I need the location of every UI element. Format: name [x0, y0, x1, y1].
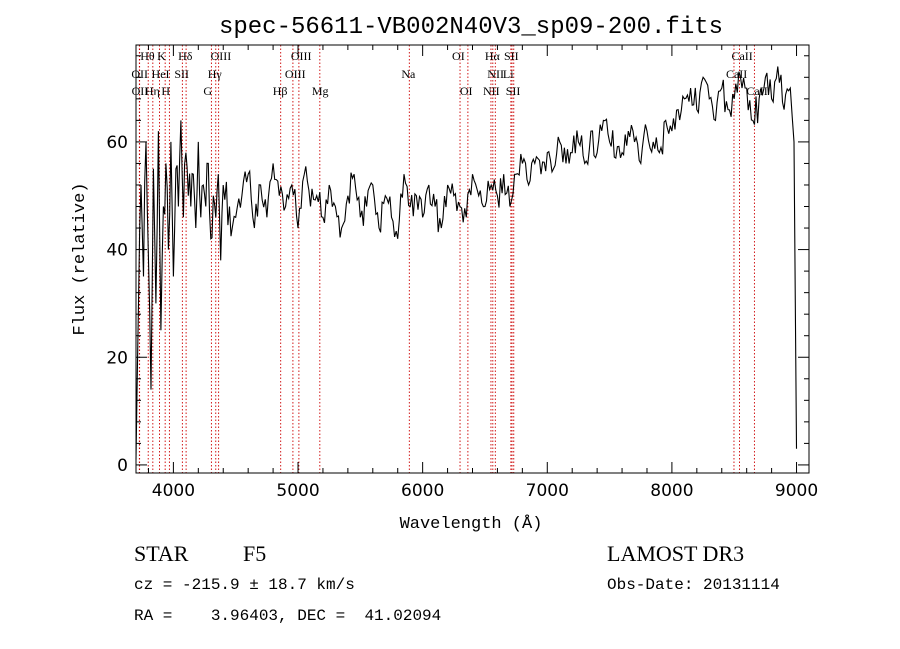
coordinates-text: RA = 3.96403, DEC = 41.02094: [134, 607, 441, 625]
spectral-line-label: CaII: [731, 49, 752, 63]
x-tick-label: 6000: [401, 481, 444, 501]
x-axis-label: Wavelength (Å): [400, 515, 543, 534]
x-tick-label: 7000: [526, 481, 569, 501]
y-tick-label: 60: [106, 133, 128, 153]
x-tick-label: 8000: [650, 481, 693, 501]
y-tick-label: 40: [106, 241, 128, 261]
spectral-line-label: NII: [483, 84, 500, 98]
spectral-line-label: G: [203, 84, 212, 98]
obs-date-text: Obs-Date: 20131114: [607, 576, 780, 594]
x-tick-label: 5000: [276, 481, 319, 501]
spectral-line-label: K: [157, 49, 166, 63]
spectral-line-label: OIII: [291, 49, 312, 63]
spectral-line-label: Hγ: [208, 67, 223, 81]
redshift-text: cz = -215.9 ± 18.7 km/s: [134, 576, 355, 594]
spectral-line-label: SII: [504, 49, 519, 63]
spectral-line-label: SII: [174, 67, 189, 81]
spectral-line-label: OI: [452, 49, 465, 63]
spectrum-line: [135, 66, 798, 460]
object-subclass: F5: [243, 541, 266, 566]
x-axis-ticks: 4000 5000 6000 7000 8000 9000: [147, 45, 818, 501]
survey-name: LAMOST DR3: [607, 541, 744, 566]
spectral-line-label: H: [161, 84, 170, 98]
y-axis-label: Flux (relative): [71, 182, 90, 335]
spectral-line-label: SII: [506, 84, 521, 98]
spectral-line-label: Hα: [485, 49, 501, 63]
object-class: STAR: [134, 541, 189, 566]
spectral-line-label: Na: [401, 67, 416, 81]
spectral-line-label: Hθ: [140, 49, 155, 63]
spectral-line-label: Mg: [312, 84, 329, 98]
spectral-line-label: NII: [487, 67, 504, 81]
spectral-line-label: OII: [131, 67, 148, 81]
spectral-line-label: Hη: [145, 84, 160, 98]
y-axis-ticks: 0 20 40 60: [106, 55, 809, 476]
spectral-line-label: OIII: [211, 49, 232, 63]
x-tick-label: 9000: [775, 481, 818, 501]
y-tick-label: 0: [117, 456, 128, 476]
spectral-line-label: Hβ: [273, 84, 288, 98]
spectral-line-label: HeI: [152, 67, 170, 81]
spectral-line-markers: [138, 45, 755, 473]
x-tick-label: 4000: [152, 481, 195, 501]
spectral-line-label: CaII: [726, 67, 747, 81]
plot-frame: [135, 44, 810, 474]
spectral-line-label: OIII: [285, 67, 306, 81]
chart-title: spec-56611-VB002N40V3_sp09-200.fits: [219, 14, 723, 41]
spectral-line-label: Hδ: [178, 49, 193, 63]
spectral-line-label: Li: [503, 67, 514, 81]
y-tick-label: 20: [106, 348, 128, 368]
spectral-line-label: OI: [460, 84, 473, 98]
